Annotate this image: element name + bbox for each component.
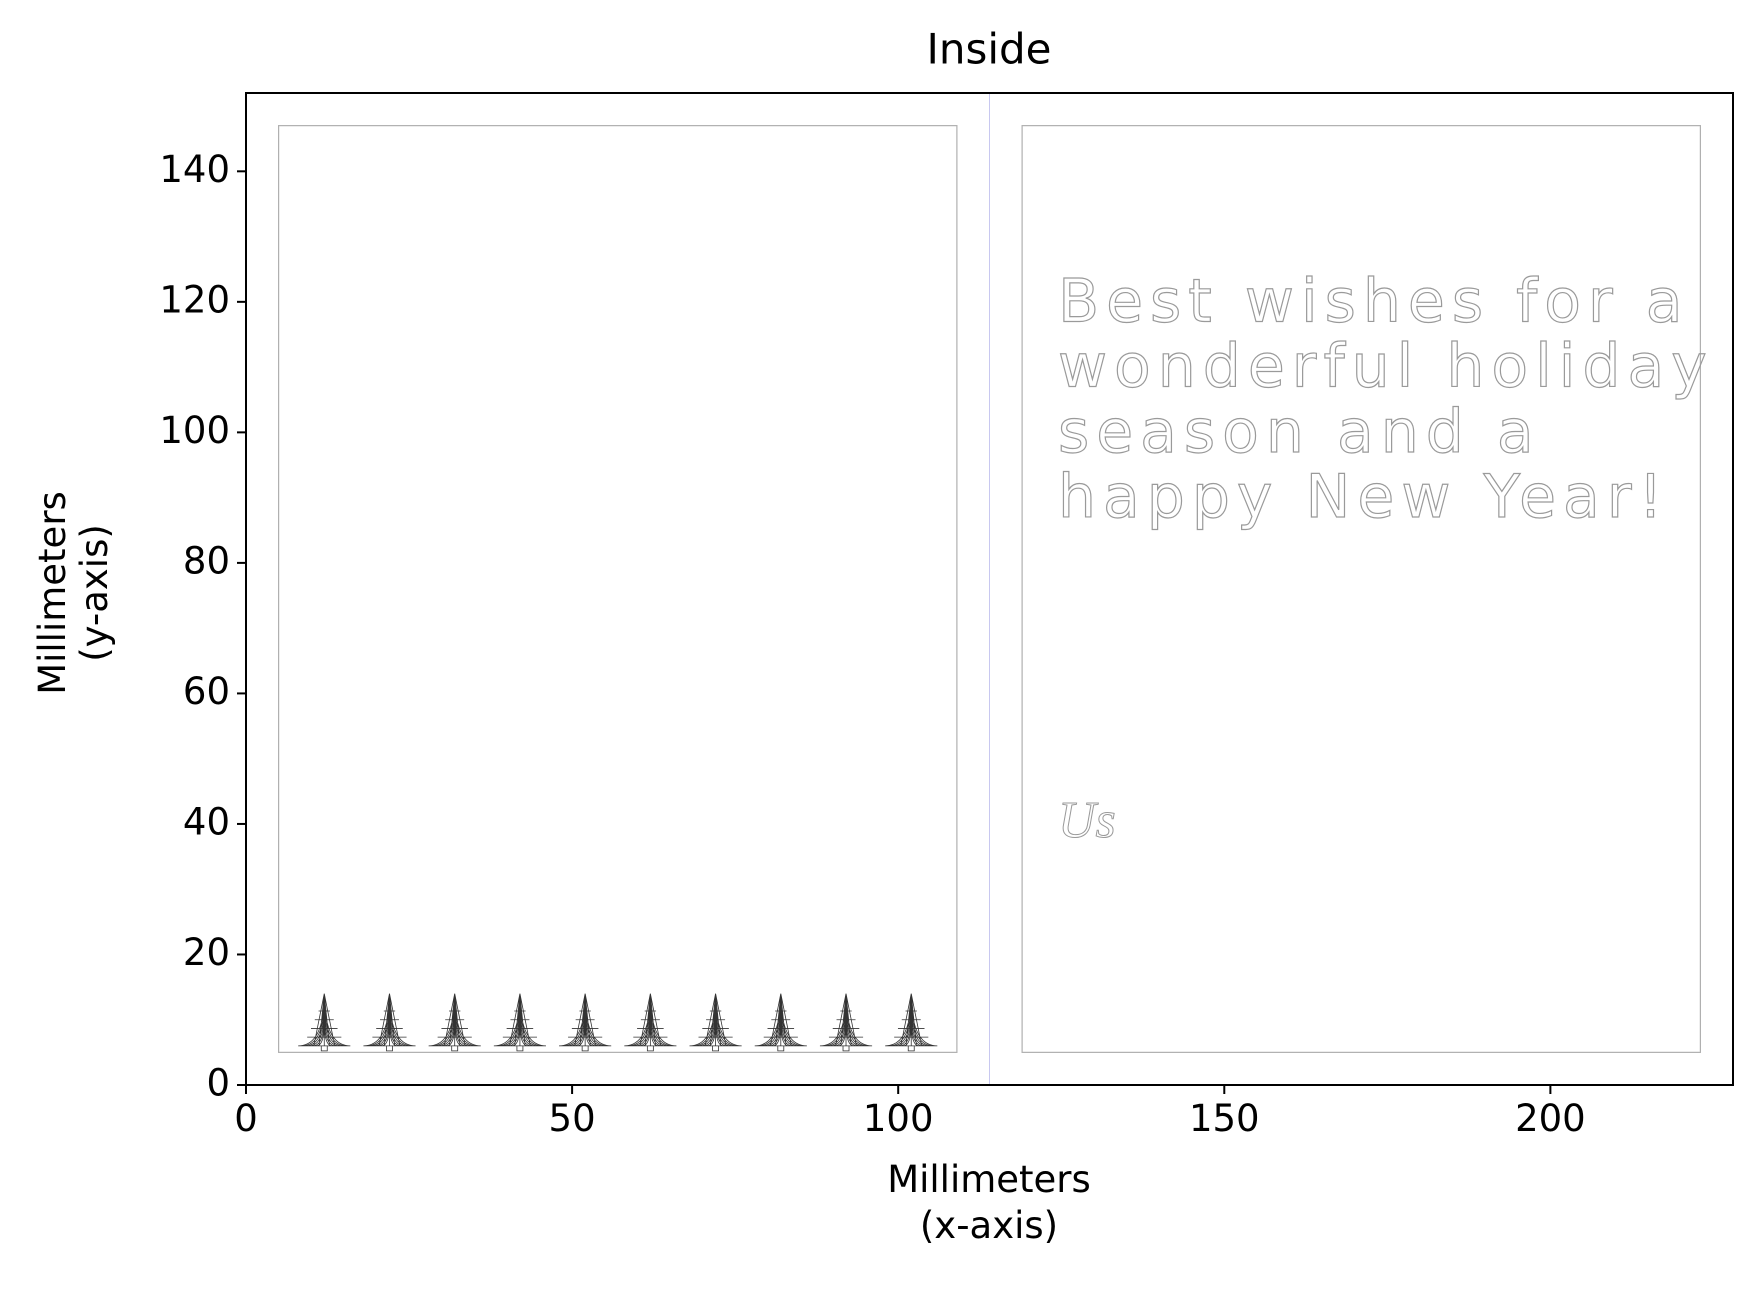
- tree: [819, 993, 873, 1052]
- y-tick-label: 100: [159, 409, 230, 452]
- message-line: wonderful holiday: [1058, 332, 1714, 402]
- message-line: happy New Year!: [1058, 462, 1670, 532]
- tree: [754, 993, 807, 1052]
- x-tick-label: 150: [1189, 1097, 1260, 1140]
- x-axis-label: Millimeters: [887, 1158, 1091, 1201]
- plot-frame: [245, 92, 1734, 1086]
- tree: [885, 993, 938, 1052]
- card-panel: [278, 125, 958, 1053]
- y-tick-label: 80: [183, 539, 230, 582]
- x-tick-label: 100: [863, 1097, 934, 1140]
- y-tick-label: 0: [206, 1062, 230, 1105]
- message-line: season and a: [1058, 397, 1541, 467]
- y-tick-label: 120: [159, 278, 230, 321]
- x-tick-label: 200: [1515, 1097, 1586, 1140]
- tree: [428, 993, 481, 1052]
- card-panel: [1021, 125, 1701, 1053]
- tree: [298, 993, 351, 1052]
- tree: [559, 993, 612, 1052]
- x-tick-label: 0: [234, 1097, 258, 1140]
- x-axis-label: (x-axis): [920, 1204, 1058, 1247]
- y-tick-label: 40: [183, 800, 230, 843]
- tree: [689, 993, 742, 1052]
- chart-title: Inside: [926, 25, 1051, 74]
- signature: Us: [1058, 792, 1116, 849]
- y-tick-label: 60: [183, 670, 230, 713]
- tree: [624, 993, 677, 1052]
- y-tick-label: 140: [159, 148, 230, 191]
- message-line: Best wishes for a: [1058, 266, 1690, 336]
- x-tick-label: 50: [549, 1097, 596, 1140]
- y-axis-label: (y-axis): [73, 524, 116, 662]
- y-axis-label: Millimeters: [31, 491, 74, 695]
- tree: [493, 993, 547, 1052]
- y-tick-label: 20: [183, 931, 230, 974]
- tree: [363, 993, 416, 1052]
